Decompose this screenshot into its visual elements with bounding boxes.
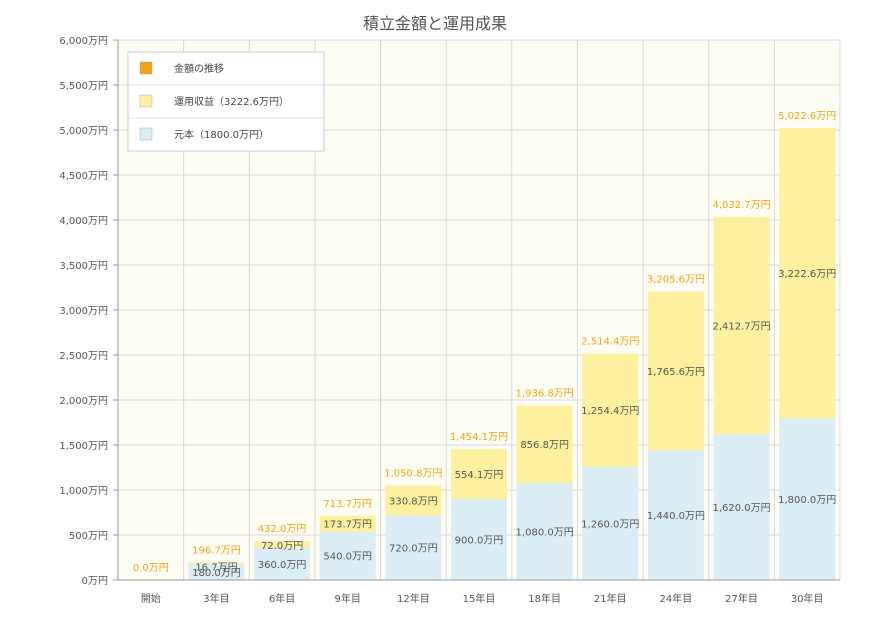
total-label: 713.7万円 (323, 499, 372, 510)
bar-return (779, 127, 836, 418)
legend-swatch (139, 94, 153, 108)
bar-principal-label: 1,260.0万円 (581, 519, 639, 530)
x-tick-label: 24年目 (660, 592, 693, 605)
bar-return (647, 291, 704, 451)
total-label: 3,205.6万円 (647, 274, 705, 285)
legend-label: 運用収益（3222.6万円） (174, 95, 289, 108)
x-tick-label: 21年目 (594, 592, 627, 605)
legend-swatch (139, 127, 153, 141)
y-tick-label: 3,500万円 (59, 261, 108, 272)
bar-return (713, 217, 770, 435)
chart-title: 積立金額と運用成果 (362, 14, 507, 33)
bar-return-label: 72.0万円 (261, 541, 303, 552)
x-tick-label: 6年目 (269, 592, 295, 605)
y-tick-label: 5,000万円 (59, 126, 108, 137)
total-label: 0.0万円 (133, 563, 169, 574)
legend-swatch (139, 61, 153, 75)
x-tick-label: 30年目 (791, 592, 824, 605)
bar-return-label: 3,222.6万円 (778, 269, 836, 280)
y-tick-label: 4,000万円 (59, 216, 108, 227)
bar-return-label: 554.1万円 (455, 470, 504, 481)
bar-return-label: 330.8万円 (389, 496, 438, 507)
bar-return-label: 2,412.7万円 (712, 322, 770, 333)
bar-principal (516, 482, 573, 580)
bar-principal (188, 563, 245, 580)
bar-return (319, 515, 376, 532)
bar-return-label: 173.7万円 (323, 520, 372, 531)
x-tick-label: 12年目 (397, 592, 430, 605)
bar-principal-label: 720.0万円 (389, 544, 438, 555)
x-tick-label: 15年目 (463, 592, 496, 605)
bar-principal-label: 360.0万円 (258, 560, 307, 571)
y-tick-label: 6,000万円 (59, 36, 108, 47)
x-tick-label: 3年目 (203, 592, 229, 605)
total-label: 4,032.7万円 (712, 200, 770, 211)
total-label: 196.7万円 (192, 545, 241, 556)
bar-principal-label: 1,620.0万円 (712, 503, 770, 514)
bar-principal (451, 499, 507, 580)
y-tick-label: 4,500万円 (59, 171, 108, 182)
bar-principal (647, 450, 704, 580)
bar-return-label: 1,254.4万円 (581, 406, 639, 417)
bar-principal-label: 1,800.0万円 (778, 495, 836, 506)
legend-label: 元本（1800.0万円） (174, 128, 269, 141)
y-tick-label: 2,000万円 (59, 396, 108, 407)
total-label: 1,454.1万円 (450, 432, 508, 443)
bar-principal (385, 515, 442, 580)
x-tick-label: 27年目 (725, 592, 758, 605)
bar-principal-label: 1,440.0万円 (647, 511, 705, 522)
total-label: 432.0万円 (258, 524, 307, 535)
x-tick-label: 9年目 (335, 592, 361, 605)
bar-return (188, 562, 245, 564)
bar-principal-label: 180.0万円 (192, 568, 241, 579)
legend-label: 金額の推移 (174, 62, 224, 75)
y-tick-label: 1,000万円 (59, 486, 108, 497)
y-tick-label: 0万円 (82, 576, 108, 587)
bar-return (254, 541, 311, 548)
bar-return-label: 1,765.6万円 (647, 367, 705, 378)
y-tick-label: 5,500万円 (59, 81, 108, 92)
total-label: 1,936.8万円 (516, 389, 574, 400)
x-tick-label: 18年目 (528, 592, 561, 605)
bar-return (451, 449, 507, 499)
bar-return-label: 856.8万円 (520, 440, 569, 451)
bar-return-label: 16.7万円 (195, 562, 237, 573)
y-tick-label: 3,000万円 (59, 306, 108, 317)
y-tick-label: 500万円 (69, 531, 108, 542)
bar-principal (713, 434, 770, 580)
bar-principal (582, 466, 639, 580)
x-tick-label: 開始 (141, 592, 161, 605)
total-label: 1,050.8万円 (384, 468, 442, 479)
bar-principal (319, 531, 376, 580)
bar-principal (779, 418, 836, 580)
bar-principal-label: 1,080.0万円 (516, 527, 574, 538)
legend-box (127, 51, 325, 152)
y-tick-label: 1,500万円 (59, 441, 108, 452)
bar-principal-label: 900.0万円 (455, 536, 504, 547)
bar-return (385, 485, 442, 516)
total-label: 5,022.6万円 (778, 111, 836, 122)
total-label: 2,514.4万円 (581, 337, 639, 348)
bar-principal-label: 540.0万円 (323, 552, 372, 563)
bar-return (516, 405, 573, 483)
bar-principal (254, 547, 311, 580)
bar-return (582, 353, 639, 467)
y-tick-label: 2,500万円 (59, 351, 108, 362)
